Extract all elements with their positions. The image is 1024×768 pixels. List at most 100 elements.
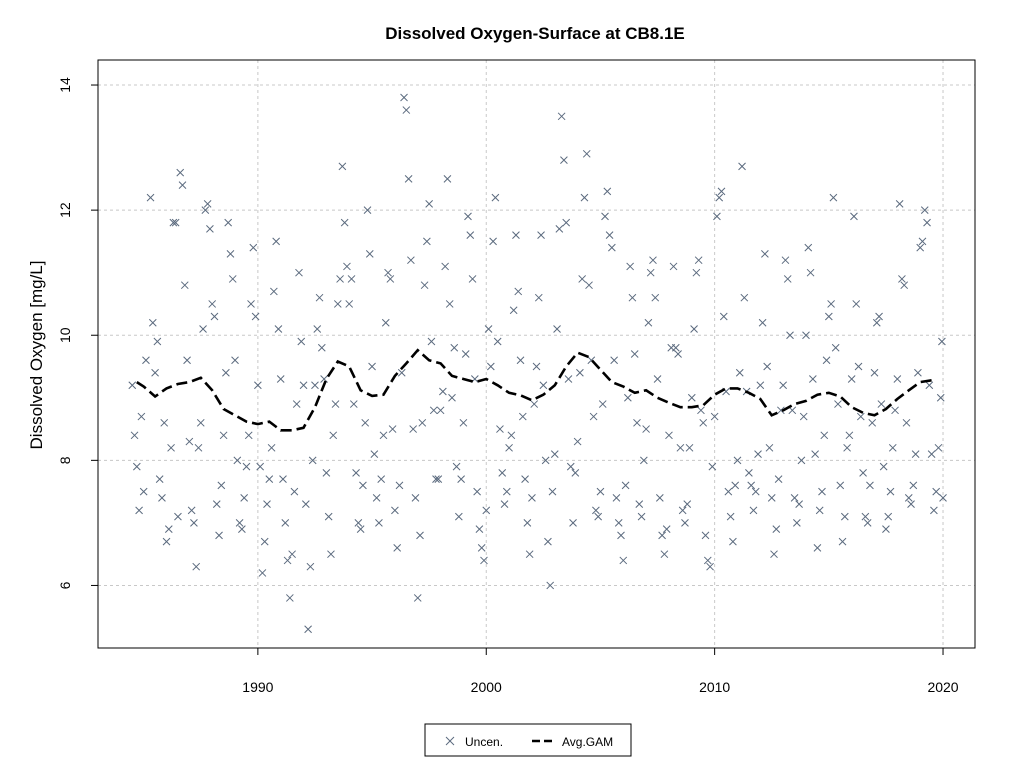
- data-point: [635, 500, 644, 508]
- data-point: [811, 450, 819, 458]
- data-point: [637, 512, 646, 521]
- data-point: [162, 537, 171, 546]
- data-point: [614, 519, 623, 527]
- data-point: [228, 275, 237, 283]
- data-point: [580, 193, 589, 202]
- data-point: [411, 494, 420, 502]
- data-point: [530, 400, 539, 408]
- data-point: [395, 481, 404, 490]
- data-point: [379, 431, 388, 440]
- data-point: [137, 412, 146, 421]
- data-point: [393, 544, 402, 552]
- data-point: [441, 262, 449, 271]
- data-point: [749, 506, 758, 515]
- data-point: [630, 350, 639, 358]
- data-point: [135, 506, 143, 515]
- data-point: [866, 481, 874, 490]
- data-point: [649, 256, 657, 265]
- data-point: [274, 325, 283, 333]
- data-point: [703, 556, 712, 565]
- data-point: [400, 93, 408, 102]
- data-point: [208, 300, 217, 308]
- data-point: [226, 250, 235, 258]
- data-point: [132, 462, 141, 471]
- data-point: [911, 450, 920, 458]
- data-point: [571, 468, 580, 477]
- data-point: [477, 544, 486, 552]
- data-point: [311, 381, 319, 390]
- data-point: [192, 562, 201, 571]
- data-point: [299, 381, 308, 390]
- data-point: [167, 443, 175, 452]
- data-point: [190, 519, 198, 527]
- data-point: [731, 481, 740, 490]
- data-point: [260, 537, 269, 546]
- data-point: [491, 193, 500, 202]
- data-point: [783, 275, 792, 283]
- chart-title: Dissolved Oxygen-Surface at CB8.1E: [385, 24, 685, 43]
- data-point: [633, 418, 641, 427]
- data-point: [176, 168, 185, 177]
- data-point: [900, 281, 909, 290]
- data-point: [516, 356, 525, 365]
- data-point: [852, 300, 861, 308]
- plot-frame: [97, 59, 976, 649]
- data-point: [413, 594, 422, 602]
- data-point: [425, 200, 434, 208]
- data-point: [872, 318, 881, 327]
- data-point: [685, 443, 694, 452]
- grid-lines: [98, 60, 975, 648]
- data-point: [594, 512, 603, 521]
- data-point: [592, 506, 600, 515]
- data-point: [726, 512, 735, 521]
- data-point: [843, 443, 851, 452]
- data-point: [381, 318, 390, 327]
- data-point: [888, 443, 897, 452]
- data-point: [902, 418, 911, 427]
- data-point: [564, 375, 573, 383]
- data-point: [875, 312, 883, 321]
- data-point: [215, 531, 223, 540]
- data-point: [546, 581, 555, 590]
- data-point: [624, 393, 632, 402]
- data-point: [498, 468, 507, 477]
- data-point: [347, 275, 356, 283]
- data-point: [336, 275, 344, 283]
- data-point: [183, 356, 191, 365]
- data-point: [203, 200, 212, 208]
- data-point: [534, 293, 543, 302]
- data-point: [356, 525, 365, 534]
- data-point: [827, 300, 835, 308]
- data-point: [555, 225, 564, 233]
- data-point: [423, 237, 431, 246]
- x-tick-label: 2000: [471, 679, 502, 695]
- data-point: [235, 519, 244, 527]
- data-point: [537, 231, 545, 240]
- data-point: [153, 337, 162, 346]
- data-point: [770, 550, 778, 559]
- data-point: [605, 231, 614, 240]
- data-point: [475, 525, 484, 534]
- legend-label-uncen: Uncen.: [465, 735, 503, 749]
- data-point: [370, 450, 379, 458]
- legend-box: [424, 723, 632, 757]
- x-tick-label: 2010: [699, 679, 730, 695]
- data-point: [281, 519, 290, 527]
- data-point: [283, 556, 292, 565]
- data-point: [751, 487, 760, 496]
- data-point: [870, 368, 879, 377]
- data-point: [279, 475, 287, 483]
- y-axis: 6 8 10 12 14: [57, 77, 98, 589]
- legend-uncen-marker: [445, 736, 455, 746]
- data-point: [372, 494, 381, 502]
- data-point: [331, 400, 340, 408]
- data-point: [879, 462, 888, 471]
- data-point: [313, 325, 322, 333]
- data-point: [932, 487, 941, 496]
- data-point: [212, 500, 221, 508]
- data-point: [854, 362, 863, 371]
- data-point: [692, 268, 701, 277]
- data-point: [840, 512, 849, 521]
- data-point: [681, 519, 689, 527]
- gam-line: [136, 348, 932, 432]
